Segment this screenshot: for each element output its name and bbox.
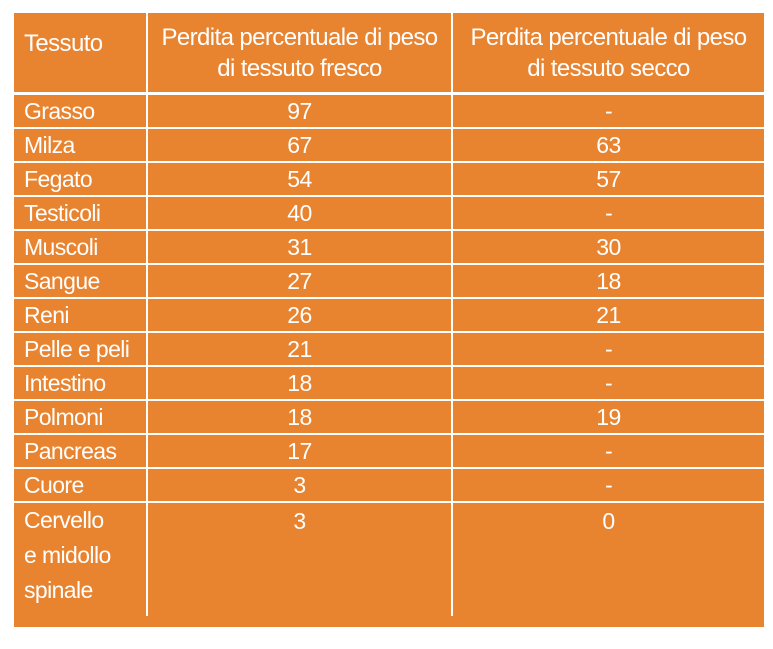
- cell-tessuto: Milza: [14, 128, 147, 163]
- cell-fresco: 26: [146, 298, 452, 333]
- table-row: Muscoli 31 30: [14, 230, 764, 265]
- cell-fresco: 3: [146, 502, 452, 616]
- cell-secco: 63: [451, 128, 764, 163]
- table-container: Tessuto Perdita percentuale di peso di t…: [14, 13, 764, 627]
- cell-secco: -: [451, 366, 764, 401]
- table-body: Grasso 97- Milza 67 63 Fegato 54 57 Testicoli 40-…: [14, 93, 764, 616]
- cell-fresco: 97: [146, 93, 452, 129]
- table-row: Pelle e peli 21-: [14, 332, 764, 367]
- cell-fresco: 3: [146, 468, 452, 503]
- cell-secco: 18: [451, 264, 764, 299]
- cell-tessuto: Intestino: [14, 366, 147, 401]
- cell-fresco: 67: [146, 128, 452, 163]
- header-row: Tessuto Perdita percentuale di peso di t…: [14, 13, 764, 95]
- cell-tessuto: Pancreas: [14, 434, 147, 469]
- table-row: Sangue 27 18: [14, 264, 764, 299]
- table-row: Pancreas 17-: [14, 434, 764, 469]
- cell-secco: 30: [451, 230, 764, 265]
- cell-tessuto-line: spinale: [24, 577, 93, 603]
- cell-tessuto-line: Cervello: [24, 507, 104, 533]
- header-secco-line-1: Perdita percentuale di peso: [470, 23, 748, 51]
- header-fresco-line-1: Perdita percentuale di peso: [161, 23, 439, 51]
- cell-fresco: 21: [146, 332, 452, 367]
- cell-secco: 19: [451, 400, 764, 435]
- cell-tessuto: Polmoni: [14, 400, 147, 435]
- table-header: Tessuto Perdita percentuale di peso di t…: [14, 13, 764, 95]
- cell-fresco: 54: [146, 162, 452, 197]
- table-row: Milza 67 63: [14, 128, 764, 163]
- cell-tessuto: Cuore: [14, 468, 147, 503]
- cell-tessuto: Reni: [14, 298, 147, 333]
- cell-fresco: 18: [146, 366, 452, 401]
- table-row: Fegato 54 57: [14, 162, 764, 197]
- table-row: Testicoli 40-: [14, 196, 764, 231]
- cell-fresco: 27: [146, 264, 452, 299]
- cell-secco: -: [451, 434, 764, 469]
- cell-tessuto-line: e midollo: [24, 542, 111, 568]
- cell-tessuto: Testicoli: [14, 196, 147, 231]
- cell-secco: -: [451, 196, 764, 231]
- table-row: Polmoni 18 19: [14, 400, 764, 435]
- cell-fresco: 40: [146, 196, 452, 231]
- header-secco: Perdita percentuale di peso di tessuto s…: [451, 13, 764, 95]
- cell-tessuto: Fegato: [14, 162, 147, 197]
- cell-secco: -: [451, 332, 764, 367]
- cell-tessuto: Sangue: [14, 264, 147, 299]
- cell-fresco: 17: [146, 434, 452, 469]
- cell-secco: 57: [451, 162, 764, 197]
- data-table: Tessuto Perdita percentuale di peso di t…: [14, 13, 764, 616]
- cell-tessuto: Cervello e midollo spinale: [14, 502, 147, 616]
- cell-fresco: 18: [146, 400, 452, 435]
- cell-secco: -: [451, 93, 764, 129]
- table-row: Cervello e midollo spinale 3 0: [14, 502, 764, 616]
- cell-secco: 0: [451, 502, 764, 616]
- table-row: Grasso 97-: [14, 93, 764, 129]
- cell-tessuto: Grasso: [14, 93, 147, 129]
- cell-fresco: 31: [146, 230, 452, 265]
- cell-secco: -: [451, 468, 764, 503]
- header-fresco: Perdita percentuale di peso di tessuto f…: [146, 13, 452, 95]
- header-secco-line-2: di tessuto secco: [527, 54, 690, 82]
- cell-secco: 21: [451, 298, 764, 333]
- cell-tessuto: Pelle e peli: [14, 332, 147, 367]
- cell-tessuto: Muscoli: [14, 230, 147, 265]
- table-row: Intestino 18-: [14, 366, 764, 401]
- table-row: Cuore 3-: [14, 468, 764, 503]
- header-fresco-line-2: di tessuto fresco: [217, 54, 382, 82]
- table-row: Reni 26 21: [14, 298, 764, 333]
- header-tessuto: Tessuto: [14, 13, 147, 95]
